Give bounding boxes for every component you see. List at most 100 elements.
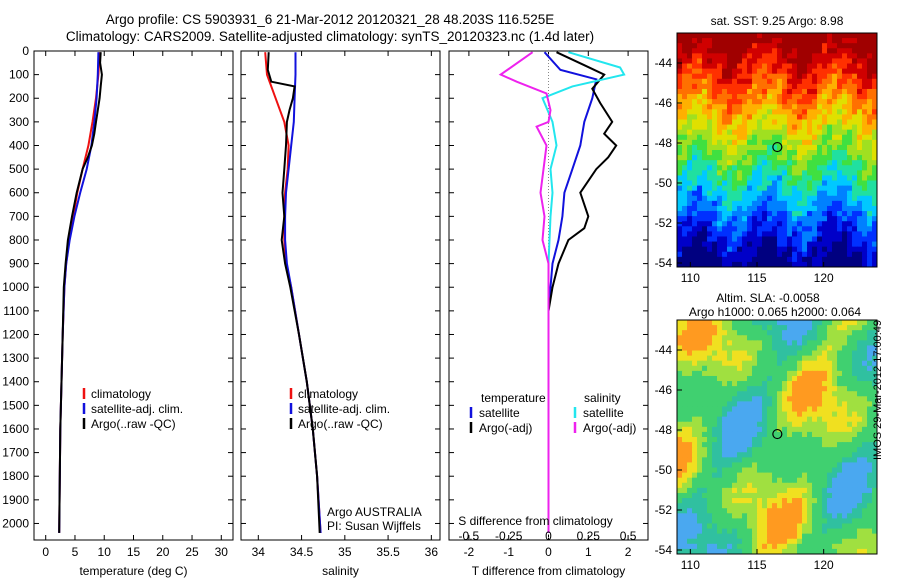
y-tick-label: 1700 xyxy=(2,446,29,460)
x-tick-label: 5 xyxy=(72,545,79,559)
legend-label: satellite-adj. clim. xyxy=(91,402,183,416)
map-title: sat. SST: 9.25 Argo: 8.98 xyxy=(711,14,844,28)
y-tick-label: -50 xyxy=(655,176,673,190)
y-tick-label: -48 xyxy=(655,136,673,150)
x-tick-label: 34 xyxy=(252,545,266,559)
series-line-magenta xyxy=(498,51,552,533)
x-tick-label: 2 xyxy=(625,545,632,559)
chart-title-line-1: Argo profile: CS 5903931_6 21-Mar-2012 2… xyxy=(105,12,555,27)
y-tick-label: 300 xyxy=(9,115,29,129)
x-tick-label: -2 xyxy=(464,545,475,559)
legend-label: climatology xyxy=(298,387,358,401)
x-tick-label: 1 xyxy=(585,545,592,559)
x-tick-label: 36 xyxy=(425,545,439,559)
y-tick-label: 2000 xyxy=(2,516,29,530)
map-frame xyxy=(676,32,878,268)
y-tick-label: -54 xyxy=(655,543,673,557)
panel-sla-map: 110 115 120 -44 -46 -48 -50 -52 -54 Altim. SLA: -… xyxy=(655,291,878,572)
map-field xyxy=(677,320,877,554)
x-tick-label: 110 xyxy=(681,271,700,285)
series-line-black xyxy=(58,52,103,533)
panel-difference: -2 -1 0 1 2 T difference from climatology temp… xyxy=(448,50,649,578)
argo-location-marker xyxy=(772,428,783,440)
y-tick-label: 900 xyxy=(9,257,29,271)
x-tick-label: 35 xyxy=(338,545,352,559)
x-axis-label: T difference from climatology xyxy=(472,564,626,578)
salinity-diff-tick-label: -0.5 xyxy=(459,529,480,543)
legend-label: satellite-adj. clim. xyxy=(298,402,390,416)
y-tick-label: 1500 xyxy=(2,398,29,412)
panel-temperature: 0 5 10 15 20 25 300100200300400500600700800900… xyxy=(2,44,234,578)
annotation-text: Argo AUSTRALIA xyxy=(327,505,422,519)
y-tick-label: 1600 xyxy=(2,422,29,436)
y-tick-label: -52 xyxy=(655,216,673,230)
y-tick-label: 500 xyxy=(9,162,29,176)
series-line-black xyxy=(547,51,618,533)
y-tick-label: -48 xyxy=(655,423,673,437)
y-tick-label: 1900 xyxy=(2,493,29,507)
legend-label: satellite xyxy=(583,406,624,420)
y-tick-label: -54 xyxy=(655,256,673,270)
x-tick-label: 10 xyxy=(98,545,112,559)
y-tick-label: -44 xyxy=(655,343,673,357)
salinity-diff-tick-label: 0.25 xyxy=(577,529,601,543)
y-tick-label: 1200 xyxy=(2,327,29,341)
y-tick-label: 400 xyxy=(9,138,29,152)
legend-label: satellite xyxy=(479,406,520,420)
x-tick-label: 30 xyxy=(215,545,229,559)
series-line-black xyxy=(266,52,321,533)
x-tick-label: 120 xyxy=(814,271,834,285)
y-tick-label: -44 xyxy=(655,56,673,70)
legend-label: climatology xyxy=(91,387,151,401)
x-tick-label: 120 xyxy=(814,558,834,572)
legend-heading-salinity: salinity xyxy=(584,391,621,405)
x-tick-label: 0 xyxy=(42,545,49,559)
panel-frame xyxy=(240,50,441,541)
x-tick-label: -1 xyxy=(503,545,514,559)
argo-location-marker xyxy=(772,141,783,153)
y-tick-label: 100 xyxy=(9,68,29,82)
legend-label: Argo(..raw -QC) xyxy=(298,417,383,431)
x-tick-label: 115 xyxy=(747,271,766,285)
series-line-cyan xyxy=(541,51,626,533)
y-tick-label: 0 xyxy=(22,44,29,58)
x-tick-label: 20 xyxy=(156,545,170,559)
y-tick-label: 600 xyxy=(9,186,29,200)
y-tick-label: 200 xyxy=(9,91,29,105)
y-tick-label: 1300 xyxy=(2,351,29,365)
legend-heading-temperature: temperature xyxy=(481,391,546,405)
x-tick-label: 34.5 xyxy=(290,545,314,559)
y-tick-label: 1400 xyxy=(2,375,29,389)
y-tick-label: -46 xyxy=(655,383,673,397)
x-axis-label: salinity xyxy=(322,564,359,578)
x-tick-label: 115 xyxy=(747,558,766,572)
y-tick-label: 800 xyxy=(9,233,29,247)
y-tick-label: -50 xyxy=(655,463,673,477)
y-tick-label: 1100 xyxy=(3,304,29,318)
imos-timestamp-label: IMOS 29-Mar-2012 17:00:49 xyxy=(872,319,884,460)
panel-frame xyxy=(33,50,234,541)
x-tick-label: 35.5 xyxy=(376,545,400,559)
y-tick-label: -46 xyxy=(655,96,673,110)
y-tick-label: 1000 xyxy=(2,280,29,294)
salinity-diff-tick-label: 0 xyxy=(545,529,552,543)
legend-label: Argo(-adj) xyxy=(583,421,636,435)
series-line-blue xyxy=(543,51,598,533)
x-axis-label: temperature (deg C) xyxy=(79,564,187,578)
y-tick-label: -52 xyxy=(655,503,673,517)
map-title-line-1: Altim. SLA: -0.0058 xyxy=(716,291,820,305)
legend-label: Argo(..raw -QC) xyxy=(91,417,176,431)
legend-label: Argo(-adj) xyxy=(479,421,532,435)
map-field xyxy=(677,33,877,267)
map-title-line-2: Argo h1000: 0.065 h2000: 0.064 xyxy=(689,305,861,319)
x-tick-label: 110 xyxy=(681,558,700,572)
y-tick-label: 700 xyxy=(9,209,29,223)
salinity-diff-tick-label: -0.25 xyxy=(495,529,523,543)
panel-sst-map: 110 115 120 -44 -46 -48 -50 -52 -54 sat. SST: 9.2… xyxy=(655,14,878,285)
salinity-diff-tick-label: 0.5 xyxy=(620,529,637,543)
x-axis-label-salinity-diff: S difference from climatology xyxy=(458,514,613,528)
x-tick-label: 25 xyxy=(185,545,199,559)
annotation-text: PI: Susan Wijffels xyxy=(327,519,421,533)
map-frame xyxy=(676,319,878,555)
